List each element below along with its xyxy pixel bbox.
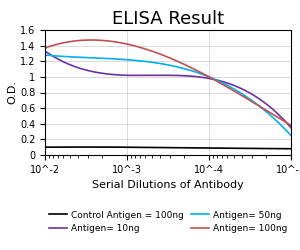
Y-axis label: O.D.: O.D. <box>7 80 17 104</box>
Antigen= 50ng <box>144 60 147 63</box>
Antigen= 100ng <box>81 39 85 42</box>
Antigen= 50ng <box>66 55 70 58</box>
Control Antigen = 100ng <box>82 146 85 148</box>
Antigen= 50ng <box>82 56 85 59</box>
Antigen= 10ng <box>143 74 146 77</box>
Control Antigen = 100ng <box>81 146 85 148</box>
Antigen= 10ng <box>66 62 70 66</box>
Control Antigen = 100ng <box>43 146 47 149</box>
Antigen= 50ng <box>43 54 47 56</box>
Antigen= 100ng <box>43 46 47 50</box>
Antigen= 100ng <box>144 48 147 50</box>
Antigen= 10ng <box>139 74 142 77</box>
Antigen= 100ng <box>65 40 69 43</box>
Control Antigen = 100ng <box>144 146 147 149</box>
Antigen= 10ng <box>43 50 47 52</box>
Control Antigen = 100ng <box>288 147 292 150</box>
X-axis label: Serial Dilutions of Antibody: Serial Dilutions of Antibody <box>92 180 244 190</box>
Antigen= 50ng <box>139 60 142 62</box>
Line: Antigen= 100ng: Antigen= 100ng <box>45 40 291 125</box>
Control Antigen = 100ng <box>139 146 142 149</box>
Line: Antigen= 50ng: Antigen= 50ng <box>45 55 291 136</box>
Antigen= 100ng <box>289 124 293 127</box>
Control Antigen = 100ng <box>65 146 69 148</box>
Legend: Control Antigen = 100ng, Antigen= 10ng, Antigen= 50ng, Antigen= 100ng: Control Antigen = 100ng, Antigen= 10ng, … <box>46 207 290 237</box>
Antigen= 100ng <box>139 46 142 49</box>
Title: ELISA Result: ELISA Result <box>112 10 224 29</box>
Antigen= 100ng <box>89 38 93 42</box>
Antigen= 100ng <box>143 47 146 50</box>
Antigen= 10ng <box>82 68 85 71</box>
Line: Control Antigen = 100ng: Control Antigen = 100ng <box>45 147 291 149</box>
Antigen= 100ng <box>288 123 292 126</box>
Antigen= 10ng <box>289 126 293 129</box>
Antigen= 10ng <box>288 125 292 128</box>
Antigen= 50ng <box>143 60 146 63</box>
Antigen= 10ng <box>144 74 147 77</box>
Control Antigen = 100ng <box>143 146 146 149</box>
Antigen= 50ng <box>288 133 292 136</box>
Line: Antigen= 10ng: Antigen= 10ng <box>45 51 291 128</box>
Antigen= 50ng <box>289 134 293 137</box>
Control Antigen = 100ng <box>289 147 293 150</box>
